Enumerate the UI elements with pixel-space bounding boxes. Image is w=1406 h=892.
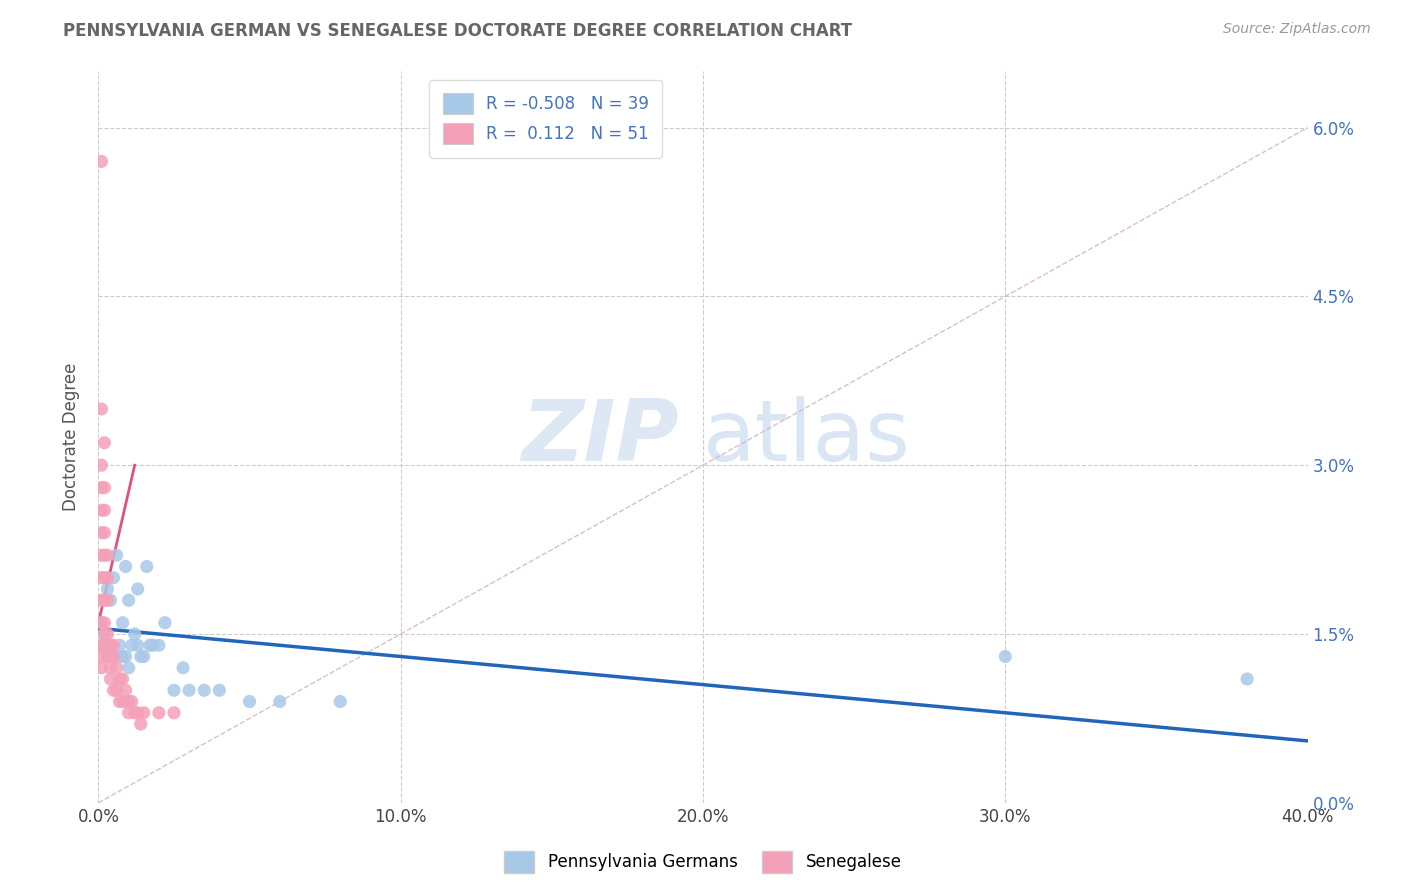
Point (105, 548, 128, 562)
Point (96, 571, 118, 585)
Legend: Pennsylvania Germans, Senegalese: Pennsylvania Germans, Senegalese (498, 845, 908, 880)
Point (103, 649, 125, 664)
Point (108, 672, 131, 686)
Point (179, 683, 201, 698)
Point (96, 649, 118, 664)
Point (108, 638, 131, 652)
Point (208, 683, 231, 698)
Point (105, 661, 128, 675)
Point (121, 694, 143, 708)
Point (93, 615, 115, 630)
Point (142, 638, 165, 652)
Point (93, 593, 115, 607)
Point (132, 649, 155, 664)
Y-axis label: Doctorate Degree: Doctorate Degree (62, 363, 80, 511)
Point (103, 638, 125, 652)
Point (111, 615, 134, 630)
Point (90, 638, 112, 652)
Point (96, 627, 118, 641)
Point (132, 706, 155, 720)
Point (90, 638, 112, 652)
Point (124, 706, 146, 720)
Point (93, 627, 115, 641)
Point (90, 481, 112, 495)
Point (90, 401, 112, 416)
Point (93, 503, 115, 517)
Point (103, 683, 125, 698)
Point (139, 638, 162, 652)
Point (93, 627, 115, 641)
Point (172, 661, 194, 675)
Point (103, 571, 125, 585)
Point (111, 672, 134, 686)
Point (105, 649, 128, 664)
Point (1236, 672, 1258, 686)
Point (121, 638, 143, 652)
Point (96, 593, 118, 607)
Point (100, 649, 122, 664)
Point (100, 593, 122, 607)
Point (239, 694, 262, 708)
Point (96, 548, 118, 562)
Point (153, 615, 176, 630)
Point (90, 661, 112, 675)
Point (90, 593, 112, 607)
Point (127, 582, 149, 596)
Point (90, 548, 112, 562)
Point (103, 649, 125, 664)
Point (994, 649, 1017, 664)
Legend: R = -0.508   N = 39, R =  0.112   N = 51: R = -0.508 N = 39, R = 0.112 N = 51 (429, 79, 662, 158)
Point (93, 638, 115, 652)
Point (93, 435, 115, 450)
Point (114, 683, 136, 698)
Point (127, 638, 149, 652)
Point (90, 615, 112, 630)
Point (127, 706, 149, 720)
Point (124, 627, 146, 641)
Point (90, 154, 112, 169)
Point (118, 706, 141, 720)
Point (129, 649, 152, 664)
Point (96, 649, 118, 664)
Point (100, 661, 122, 675)
Point (93, 481, 115, 495)
Point (111, 694, 134, 708)
Point (105, 683, 128, 698)
Point (118, 661, 141, 675)
Point (193, 683, 215, 698)
Point (114, 649, 136, 664)
Point (90, 525, 112, 540)
Point (90, 649, 112, 664)
Point (114, 559, 136, 574)
Point (93, 548, 115, 562)
Point (269, 694, 291, 708)
Point (135, 559, 157, 574)
Text: Source: ZipAtlas.com: Source: ZipAtlas.com (1223, 22, 1371, 37)
Point (100, 638, 122, 652)
Point (148, 706, 170, 720)
Point (93, 571, 115, 585)
Point (100, 672, 122, 686)
Point (163, 706, 186, 720)
Point (90, 571, 112, 585)
Point (329, 694, 352, 708)
Point (108, 694, 131, 708)
Point (100, 638, 122, 652)
Point (118, 694, 141, 708)
Point (90, 458, 112, 473)
Point (163, 683, 186, 698)
Point (118, 593, 141, 607)
Point (90, 615, 112, 630)
Point (96, 582, 118, 596)
Point (90, 503, 112, 517)
Text: PENNSYLVANIA GERMAN VS SENEGALESE DOCTORATE DEGREE CORRELATION CHART: PENNSYLVANIA GERMAN VS SENEGALESE DOCTOR… (63, 22, 852, 40)
Point (111, 649, 134, 664)
Point (93, 525, 115, 540)
Text: ZIP: ZIP (522, 395, 679, 479)
Point (129, 717, 152, 731)
Point (148, 638, 170, 652)
Text: atlas: atlas (703, 395, 911, 479)
